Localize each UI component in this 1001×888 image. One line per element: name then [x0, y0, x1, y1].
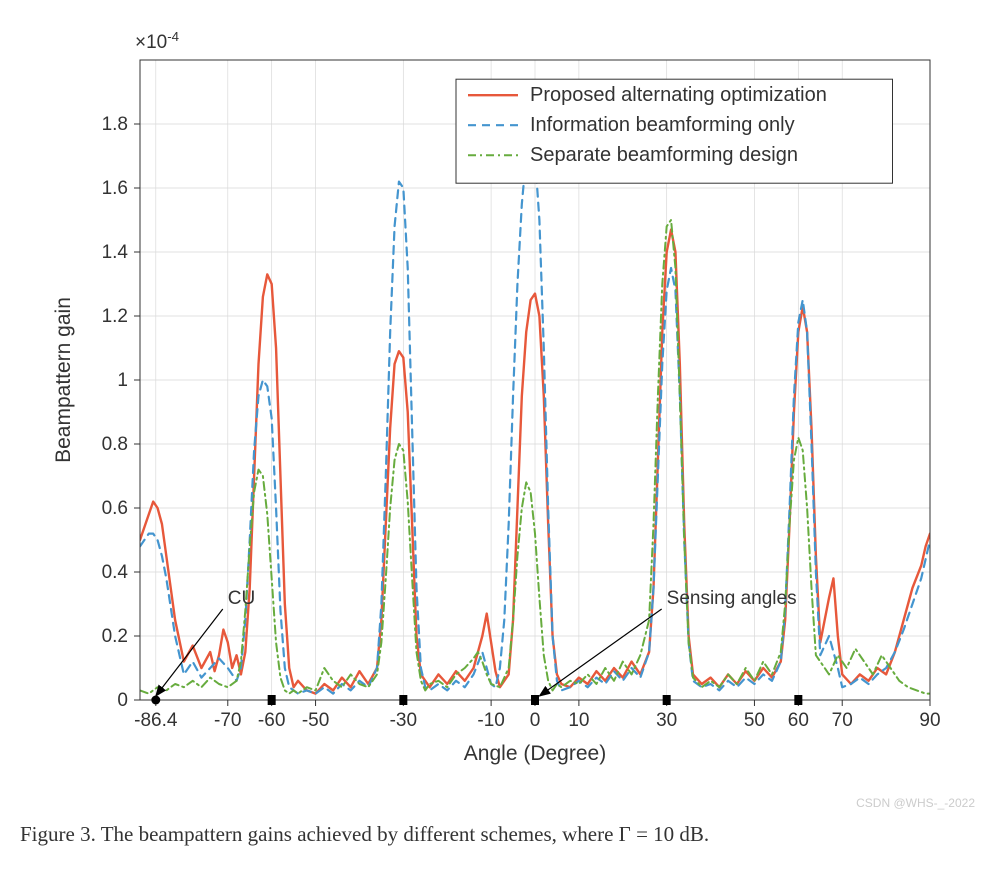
svg-text:0.8: 0.8 [102, 434, 128, 455]
svg-text:70: 70 [832, 710, 853, 731]
svg-text:1.8: 1.8 [102, 114, 128, 135]
chart-svg: -86.4 -70 -60 -50 -30 -10 0 10 30 50 60 70 90 0 0.2 0.4… [20, 20, 980, 800]
chart-area: -86.4 -70 -60 -50 -30 -10 0 10 30 50 60 70 90 0 0.2 0.4… [20, 20, 980, 800]
svg-text:0.2: 0.2 [102, 626, 128, 647]
svg-text:×10-4: ×10-4 [135, 29, 179, 54]
svg-text:-86.4: -86.4 [134, 710, 178, 731]
svg-text:0: 0 [530, 710, 541, 731]
svg-text:-70: -70 [214, 710, 241, 731]
svg-text:-10: -10 [477, 710, 504, 731]
svg-text:0.4: 0.4 [102, 562, 129, 583]
svg-text:Proposed alternating optimizat: Proposed alternating optimization [530, 84, 827, 106]
watermark: CSDN @WHS-_-2022 [856, 796, 975, 810]
svg-text:Sensing angles: Sensing angles [667, 588, 797, 609]
svg-text:1.4: 1.4 [102, 242, 129, 263]
svg-text:1.2: 1.2 [102, 306, 128, 327]
svg-text:CU: CU [228, 588, 255, 609]
svg-text:-50: -50 [302, 710, 329, 731]
figure-caption: Figure 3. The beampattern gains achieved… [20, 820, 980, 849]
svg-text:50: 50 [744, 710, 765, 731]
svg-text:0.6: 0.6 [102, 498, 128, 519]
svg-text:1: 1 [117, 370, 128, 391]
svg-text:1.6: 1.6 [102, 178, 128, 199]
svg-text:Separate beamforming design: Separate beamforming design [530, 144, 798, 166]
svg-text:30: 30 [656, 710, 677, 731]
svg-text:60: 60 [788, 710, 809, 731]
svg-text:Beampattern gain: Beampattern gain [52, 297, 75, 463]
figure-container: -86.4 -70 -60 -50 -30 -10 0 10 30 50 60 70 90 0 0.2 0.4… [20, 20, 980, 849]
svg-text:10: 10 [568, 710, 589, 731]
svg-text:-30: -30 [390, 710, 417, 731]
svg-text:Information beamforming only: Information beamforming only [530, 114, 795, 136]
svg-text:0: 0 [117, 690, 128, 711]
svg-text:Angle (Degree): Angle (Degree) [464, 742, 606, 765]
svg-text:-60: -60 [258, 710, 285, 731]
svg-text:90: 90 [919, 710, 940, 731]
